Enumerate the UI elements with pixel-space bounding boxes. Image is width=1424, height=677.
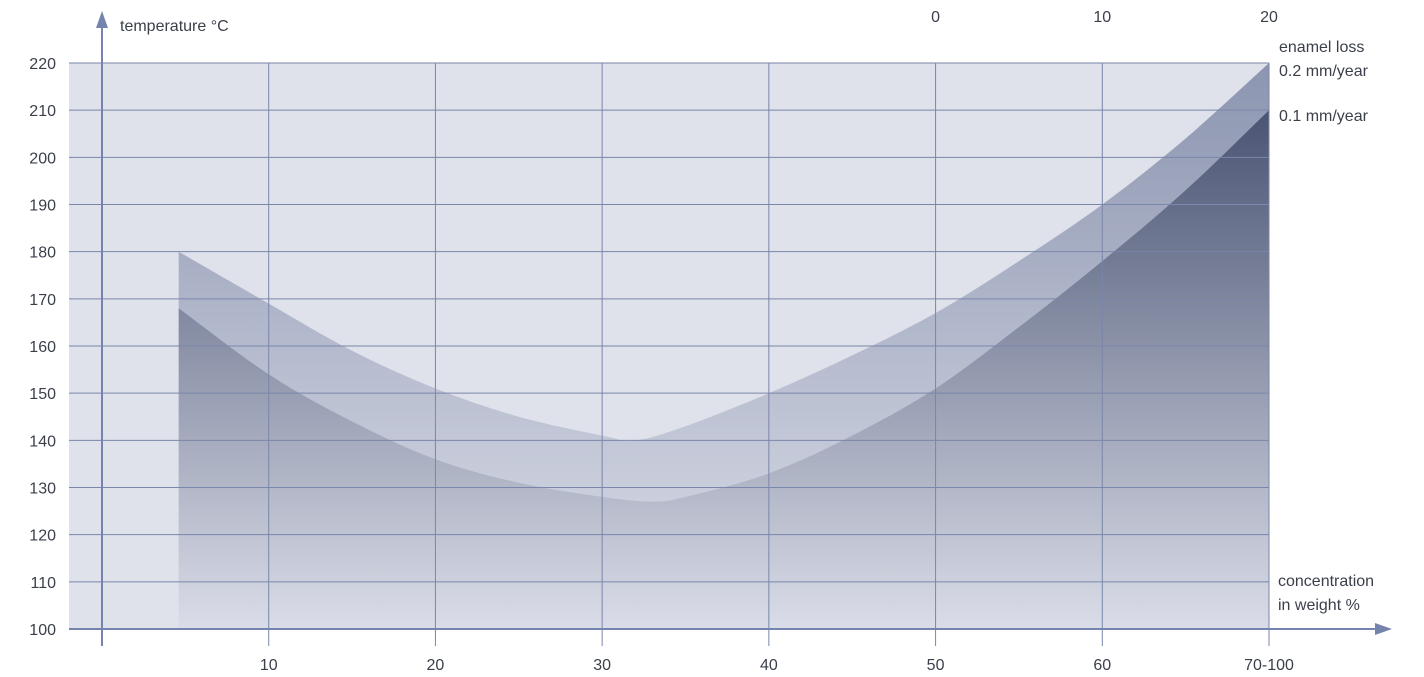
y-axis-label: temperature °C [120,18,229,35]
x-axis-label-line-1: concentration [1278,573,1374,590]
y-tick-180: 180 [29,245,56,262]
series-label-0-1: 0.1 mm/year [1279,108,1369,125]
x-tick-30: 30 [593,657,611,674]
y-tick-120: 120 [29,528,56,545]
series-label-0-2: 0.2 mm/year [1279,63,1369,80]
legend-title: enamel loss [1279,39,1364,56]
x-tick-20: 20 [427,657,445,674]
x-tick-labels: 10 20 30 40 50 60 70-100 [260,657,1294,674]
y-tick-150: 150 [29,386,56,403]
y-tick-170: 170 [29,292,56,309]
y-tick-140: 140 [29,433,56,450]
x-tick-70: 70-100 [1244,657,1294,674]
x-tick-10: 10 [260,657,278,674]
y-tick-110: 110 [30,575,56,592]
top-tick-labels: 010203037 [931,9,1278,26]
x-axis-arrow-icon [1375,623,1392,635]
y-tick-210: 210 [29,103,56,120]
top-tick-10: 10 [1093,9,1111,26]
y-tick-labels: 100 110 120 130 140 150 160 170 180 190 200 210 220 [29,56,56,639]
vertical-gridlines [268,63,1270,646]
x-axis-label-line-2: in weight % [1278,597,1360,614]
top-tick-0: 0 [931,9,940,26]
x-tick-50: 50 [927,657,945,674]
top-tick-20: 20 [1260,9,1278,26]
y-tick-100: 100 [29,622,56,639]
y-tick-200: 200 [29,150,56,167]
area-enamel-loss-0-1 [178,110,1270,629]
y-axis-arrow-icon [96,11,108,28]
y-tick-220: 220 [29,56,56,73]
y-tick-160: 160 [29,339,56,356]
y-tick-130: 130 [29,481,56,498]
x-tick-60: 60 [1093,657,1111,674]
y-tick-190: 190 [29,198,56,215]
x-tick-40: 40 [760,657,778,674]
